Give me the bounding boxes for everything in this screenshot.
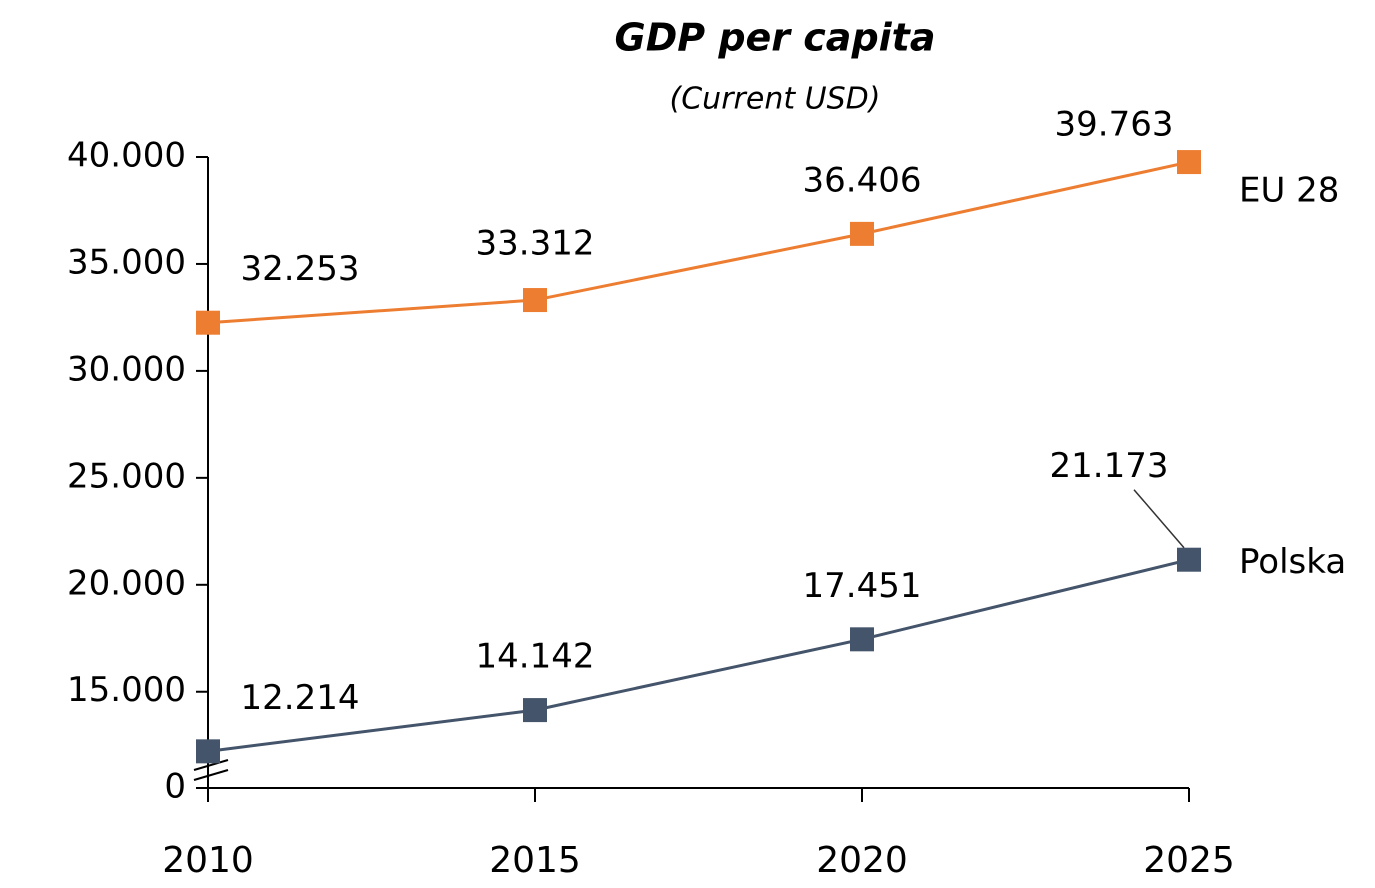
axis-break: [193, 769, 229, 781]
y-tick-label: 25.000: [67, 456, 186, 496]
marker: [523, 698, 547, 723]
x-tick-label: 2020: [816, 840, 908, 881]
y-tick-label: 0: [164, 767, 186, 807]
leader-line: [1133, 489, 1185, 549]
data-label: 17.451: [803, 566, 922, 606]
marker: [850, 221, 874, 246]
marker: [523, 288, 547, 313]
series-name: EU 28: [1239, 171, 1339, 211]
data-label: 32.253: [241, 249, 360, 289]
chart-subtitle: (Current USD): [670, 82, 881, 117]
marker: [1177, 150, 1201, 175]
y-tick-label: 15.000: [67, 670, 186, 710]
y-tick-label: 40.000: [67, 136, 186, 176]
axis-break: [193, 759, 229, 771]
marker: [196, 310, 220, 335]
data-label: 39.763: [1055, 105, 1174, 145]
x-tick-label: 2010: [162, 840, 254, 881]
y-tick-label: 30.000: [67, 349, 186, 389]
y-tick-label: 35.000: [67, 242, 186, 282]
x-tick-label: 2015: [489, 840, 581, 881]
x-tick-label: 2025: [1143, 840, 1235, 881]
series-line: [207, 160, 1190, 325]
marker: [196, 739, 220, 764]
data-label: 12.214: [241, 678, 360, 718]
data-label: 21.173: [1050, 446, 1169, 486]
marker: [1177, 547, 1201, 572]
series-line: [207, 558, 1190, 753]
series-name: Polska: [1239, 542, 1346, 582]
data-label: 14.142: [476, 637, 595, 677]
y-tick-label: 20.000: [67, 563, 186, 603]
chart-title: GDP per capita: [615, 16, 936, 60]
marker: [850, 627, 874, 652]
data-label: 36.406: [803, 160, 922, 200]
data-label: 33.312: [476, 224, 595, 264]
